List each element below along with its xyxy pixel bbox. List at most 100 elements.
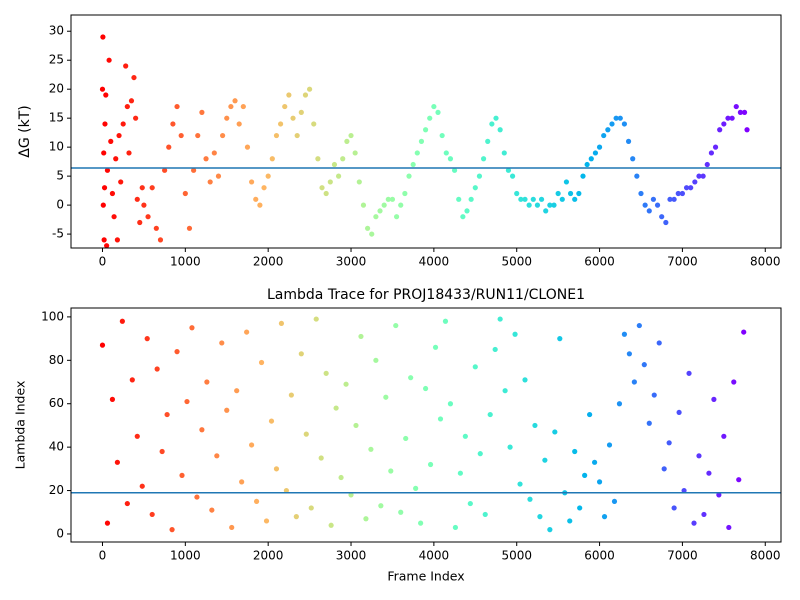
point <box>625 138 632 144</box>
point <box>194 494 200 500</box>
point <box>385 196 391 202</box>
point <box>522 196 528 202</box>
x-tick-label: 3000 <box>336 255 367 269</box>
point <box>253 196 259 202</box>
point <box>621 121 628 127</box>
point <box>170 121 176 127</box>
point <box>109 396 116 402</box>
point <box>671 505 677 511</box>
point <box>174 349 180 355</box>
point <box>537 514 543 520</box>
point <box>464 208 470 214</box>
point <box>131 74 137 81</box>
point <box>452 524 459 531</box>
point <box>737 109 744 115</box>
point <box>726 524 732 531</box>
point <box>398 509 404 515</box>
point <box>551 202 557 208</box>
point <box>552 429 558 435</box>
point <box>432 344 439 350</box>
point <box>166 144 172 150</box>
point <box>512 331 518 337</box>
point <box>323 190 329 197</box>
point <box>133 115 139 121</box>
point <box>538 196 545 202</box>
point <box>716 492 722 498</box>
y-tick-label: 10 <box>49 140 64 154</box>
point <box>439 132 445 139</box>
point <box>182 190 188 197</box>
x-tick-label: 8000 <box>750 549 781 563</box>
point <box>686 370 692 376</box>
point <box>315 156 321 162</box>
point <box>408 375 414 381</box>
x-tick-label: 6000 <box>584 255 615 269</box>
point <box>467 500 473 507</box>
point <box>373 357 379 363</box>
point <box>617 115 623 121</box>
point <box>318 455 324 461</box>
point <box>671 196 677 202</box>
x-tick-label: 4000 <box>419 255 450 269</box>
point <box>124 103 130 110</box>
point <box>174 103 180 110</box>
point <box>290 115 296 121</box>
point <box>265 173 271 179</box>
point <box>116 132 122 139</box>
point <box>356 179 362 185</box>
x-tick-label: 1000 <box>170 549 201 563</box>
y-tick-label: 100 <box>41 309 64 323</box>
point <box>360 202 367 208</box>
y-tick-label: -5 <box>52 227 64 241</box>
point <box>323 370 329 376</box>
point <box>261 185 267 191</box>
point <box>547 527 553 533</box>
point <box>209 507 215 513</box>
point <box>691 520 697 526</box>
x-tick-label: 5000 <box>501 255 532 269</box>
axes-frame <box>70 14 782 249</box>
point <box>507 444 513 450</box>
point <box>368 446 374 452</box>
point <box>476 173 483 179</box>
point <box>572 448 578 455</box>
point <box>204 379 210 385</box>
point <box>559 196 565 202</box>
x-tick-label: 6000 <box>584 549 615 563</box>
point <box>744 127 750 133</box>
x-tick-label: 7000 <box>667 255 698 269</box>
point <box>527 496 533 502</box>
point <box>502 388 508 394</box>
point <box>621 331 628 337</box>
point <box>606 442 613 448</box>
point <box>273 132 280 139</box>
point <box>311 121 317 127</box>
point <box>406 173 412 179</box>
point <box>340 156 346 162</box>
point <box>592 150 599 156</box>
point <box>505 167 512 173</box>
point <box>596 144 603 150</box>
point <box>472 185 478 191</box>
point <box>104 520 111 526</box>
point <box>203 156 209 162</box>
point <box>650 196 657 202</box>
point <box>393 322 399 329</box>
point <box>159 448 165 455</box>
point <box>696 173 702 179</box>
point <box>169 527 175 533</box>
point <box>393 214 400 220</box>
point <box>101 150 107 156</box>
point <box>712 144 719 150</box>
point <box>211 150 217 156</box>
point <box>344 138 350 144</box>
point <box>219 340 225 346</box>
point <box>268 418 275 424</box>
point <box>418 520 424 526</box>
point <box>294 132 300 139</box>
point <box>327 179 333 185</box>
point <box>596 479 603 485</box>
point <box>398 202 404 208</box>
point <box>480 156 487 162</box>
